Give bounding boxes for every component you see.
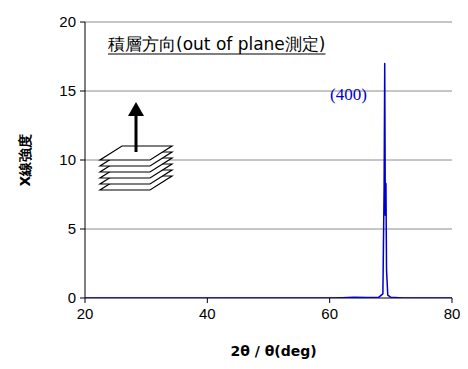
plot-area <box>85 63 452 298</box>
y-tick <box>80 91 85 92</box>
y-axis <box>85 22 86 298</box>
x-tick <box>452 298 453 303</box>
peak-label: (400) <box>330 85 367 104</box>
y-tick-label: 15 <box>59 82 76 99</box>
x-tick <box>85 298 86 303</box>
x-tick <box>207 298 208 303</box>
y-tick <box>80 298 85 299</box>
y-axis-title: X線強度 <box>17 134 33 187</box>
y-tick <box>80 229 85 230</box>
x-tick-label: 20 <box>77 305 94 322</box>
series-line <box>85 63 452 298</box>
x-tick-label: 60 <box>321 305 338 322</box>
x-tick-label: 80 <box>444 305 461 322</box>
x-tick <box>329 298 330 303</box>
y-tick <box>80 22 85 23</box>
annotation-heading: 積層方向(out of plane測定) <box>108 34 325 54</box>
y-tick-label: 0 <box>68 289 76 306</box>
stack-icon <box>100 102 172 190</box>
grid-line <box>85 91 452 92</box>
arrow-head <box>128 102 144 116</box>
y-tick-label: 10 <box>59 151 76 168</box>
y-tick <box>80 160 85 161</box>
arrow-shaft <box>135 112 138 152</box>
x-axis-title: 2θ / θ(deg) <box>230 343 316 359</box>
chart: 0 5 10 15 20 20 40 60 80 2θ / θ(deg) X線強度 積層方向(out … <box>0 0 468 369</box>
y-tick-label: 5 <box>68 220 76 237</box>
grid-line <box>85 22 452 23</box>
grid-line <box>85 229 452 230</box>
y-tick-label: 20 <box>59 13 76 30</box>
x-tick-label: 40 <box>199 305 216 322</box>
heading-underline <box>108 53 325 54</box>
